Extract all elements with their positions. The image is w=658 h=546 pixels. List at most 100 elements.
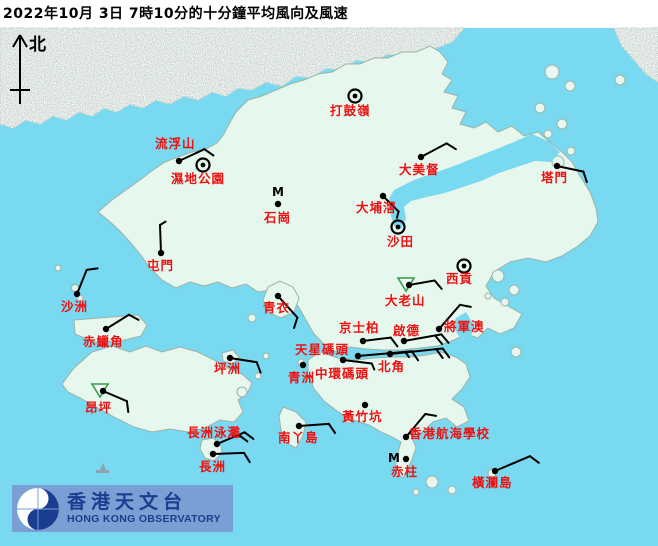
station-tai-po-kau[interactable] xyxy=(379,192,400,219)
station-shek-kong[interactable]: M xyxy=(272,185,284,208)
station-label-peng-chau[interactable]: 坪洲 xyxy=(214,361,242,376)
wind-barb-shaft xyxy=(76,268,88,295)
station-label-lau-fau-shan[interactable]: 流浮山 xyxy=(155,136,196,151)
wind-barb-shaft xyxy=(382,195,400,213)
wind-barb-tick xyxy=(440,333,450,344)
wind-barb-shaft xyxy=(212,451,245,455)
wind-barb-shaft xyxy=(229,357,258,364)
station-kai-tak[interactable] xyxy=(400,333,450,345)
wind-barb-tick xyxy=(435,348,444,359)
station-label-north-point[interactable]: 北角 xyxy=(378,359,406,374)
islet xyxy=(508,284,520,296)
station-stanley[interactable]: M xyxy=(388,451,410,465)
station-tuen-mun[interactable] xyxy=(157,220,167,257)
station-label-wong-chuk-hang[interactable]: 黃竹坑 xyxy=(342,409,383,424)
station-wetland-park[interactable] xyxy=(195,157,211,173)
station-dot xyxy=(274,200,282,208)
station-central-pier[interactable] xyxy=(339,356,376,371)
station-label-tseung-kwan-o[interactable]: 將軍澳 xyxy=(444,319,485,334)
islet xyxy=(254,372,262,380)
station-cheung-chau[interactable] xyxy=(209,450,251,464)
station-label-sha-tin[interactable]: 沙田 xyxy=(387,234,415,249)
wind-barb-tick xyxy=(159,220,167,226)
page-title: 2022年10月 3日 7時10分的十分鐘平均風向及風速 xyxy=(3,6,349,22)
islet xyxy=(262,352,270,360)
station-label-hk-sea-school[interactable]: 香港航海學校 xyxy=(409,426,491,441)
station-label-ngong-ping[interactable]: 昂坪 xyxy=(85,400,113,415)
station-tsing-yi[interactable] xyxy=(274,292,299,329)
station-label-stanley[interactable]: 赤柱 xyxy=(391,464,419,479)
wind-barb-tick xyxy=(243,451,251,464)
station-label-kai-tak[interactable]: 啟德 xyxy=(393,323,421,338)
station-label-lamma-island[interactable]: 南丫島 xyxy=(278,430,319,445)
islet xyxy=(544,64,560,80)
station-waglan-island[interactable] xyxy=(491,455,540,475)
station-label-sha-chau[interactable]: 沙洲 xyxy=(61,299,89,314)
station-lau-fau-shan[interactable] xyxy=(175,148,215,165)
station-north-point[interactable] xyxy=(386,347,451,359)
tolo-harbour xyxy=(389,134,560,229)
wind-barb-shaft xyxy=(420,142,448,158)
station-lamma-island[interactable] xyxy=(295,422,337,434)
islet xyxy=(412,488,420,496)
station-label-star-ferry-pier[interactable]: 天星碼頭 xyxy=(295,342,350,357)
station-label-chek-lap-kok[interactable]: 赤鱲角 xyxy=(83,334,124,349)
station-label-wetland-park[interactable]: 濕地公園 xyxy=(171,171,226,186)
station-hk-sea-school[interactable] xyxy=(402,413,438,441)
station-label-kings-park[interactable]: 京士柏 xyxy=(339,320,380,335)
wind-barb-tick xyxy=(255,361,262,374)
islet xyxy=(510,346,522,358)
station-tap-mun[interactable] xyxy=(553,162,588,184)
station-label-tsing-yi[interactable]: 青衣 xyxy=(263,300,291,315)
wind-barb-tick xyxy=(459,303,472,308)
station-label-tuen-mun[interactable]: 屯門 xyxy=(147,258,175,273)
station-tai-mei-tuk[interactable] xyxy=(417,142,457,161)
wind-barb-shaft xyxy=(438,303,461,330)
station-kings-park[interactable] xyxy=(359,336,399,348)
station-sha-tin[interactable] xyxy=(390,219,406,235)
hong-kong-island xyxy=(307,351,471,479)
wind-barb-tick xyxy=(293,316,299,329)
station-label-tates-cairn[interactable]: 大老山 xyxy=(385,293,426,308)
station-cheung-chau-beach[interactable] xyxy=(213,431,255,448)
station-ta-kwu-ling[interactable] xyxy=(347,88,363,104)
station-green-island[interactable] xyxy=(299,361,307,369)
wind-barb-tick xyxy=(395,210,400,219)
wind-barb-tick xyxy=(424,413,438,417)
station-label-green-island[interactable]: 青洲 xyxy=(288,370,316,385)
wind-barb-shaft xyxy=(159,224,162,254)
station-dot xyxy=(361,401,369,409)
station-label-waglan-island[interactable]: 橫瀾島 xyxy=(472,475,513,490)
islet xyxy=(500,297,510,307)
islet xyxy=(54,264,62,272)
station-label-sai-kung[interactable]: 西貢 xyxy=(446,271,474,286)
wind-barb-tick xyxy=(127,313,140,321)
station-chek-lap-kok[interactable] xyxy=(102,313,140,333)
station-label-cheung-chau[interactable]: 長洲 xyxy=(199,459,227,474)
station-wong-chuk-hang[interactable] xyxy=(361,401,369,409)
station-label-ta-kwu-ling[interactable]: 打鼓嶺 xyxy=(330,103,371,118)
station-label-shek-kong[interactable]: 石崗 xyxy=(264,210,292,225)
station-label-cheung-chau-beach[interactable]: 長洲泳灘 xyxy=(187,425,242,440)
wind-barb-tick xyxy=(85,267,99,271)
station-ngong-ping[interactable] xyxy=(90,383,130,414)
station-tseung-kwan-o[interactable] xyxy=(435,303,472,333)
station-label-tap-mun[interactable]: 塔門 xyxy=(541,170,569,185)
wind-barb-tick xyxy=(410,350,420,362)
calm-wind-icon xyxy=(195,157,211,173)
station-sha-chau[interactable] xyxy=(73,267,99,298)
islet xyxy=(564,80,576,92)
wind-barb-tick xyxy=(445,142,457,151)
station-label-central-pier[interactable]: 中環碼頭 xyxy=(315,366,370,381)
station-label-tai-mei-tuk[interactable]: 大美督 xyxy=(399,162,440,177)
station-label-tai-po-kau[interactable]: 大埔滘 xyxy=(356,200,397,215)
wind-barb-tick xyxy=(441,347,451,359)
wind-barb-shaft xyxy=(362,336,392,342)
wind-barb-tick xyxy=(237,433,249,443)
station-tates-cairn[interactable] xyxy=(396,277,443,293)
station-dot xyxy=(200,162,206,168)
boat-icon xyxy=(96,463,109,473)
observatory-name-zh: 香港天文台 xyxy=(67,490,188,513)
station-sai-kung[interactable] xyxy=(456,258,472,274)
station-peng-chau[interactable] xyxy=(226,354,262,374)
